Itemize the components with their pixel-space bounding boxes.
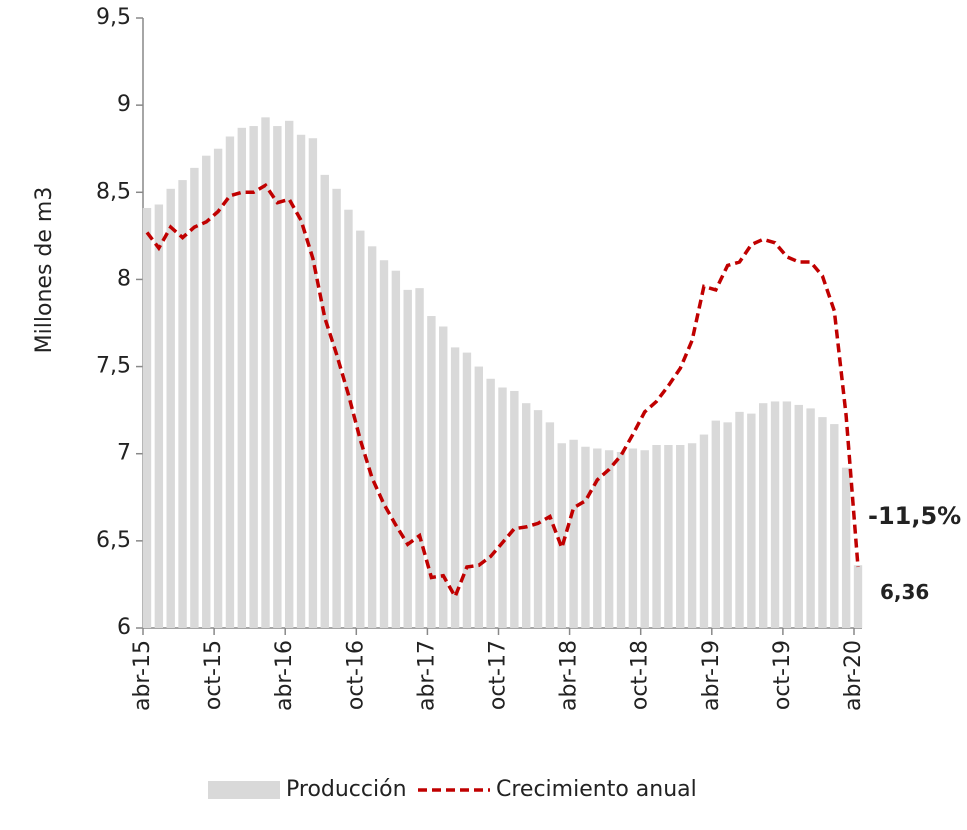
bar [237,127,246,629]
legend-label: Producción [286,777,407,802]
bar [225,136,235,628]
bar [652,445,661,628]
data-label: -11,5% [868,502,961,530]
bar [450,347,460,628]
bar [415,288,424,628]
bar [735,411,744,628]
x-tick-label: abr-16 [272,640,297,711]
bar [498,387,507,628]
bar [356,230,365,628]
bar [202,155,211,628]
x-tick-label: oct-19 [770,640,795,710]
bar [332,188,341,629]
legend-swatch [208,781,280,799]
bar [557,443,566,628]
x-tick-label: abr-19 [699,640,724,711]
data-label: 6,36 [880,580,929,604]
x-tick-label: oct-17 [486,640,511,710]
bar [533,410,543,628]
bar [308,138,318,628]
bar [853,565,863,628]
bar [403,289,412,628]
bar [806,408,815,628]
y-tick-label: 7,5 [96,354,131,379]
bar [367,246,377,629]
bar [770,401,780,628]
x-tick-label: oct-18 [628,640,653,710]
bar [640,450,649,628]
bar [391,270,401,628]
bar [154,204,164,628]
y-tick-label: 9,5 [96,5,131,30]
bar [782,401,792,628]
bar [213,148,223,628]
bar [676,445,685,628]
bar [747,413,756,628]
bar [486,378,495,628]
x-tick-label: oct-16 [343,640,368,710]
bar [699,434,709,628]
bar [510,390,519,628]
y-tick-label: 8,5 [96,179,131,204]
bar [604,450,614,628]
bar [664,445,673,628]
bar [379,260,389,628]
bar [616,451,626,628]
bar [285,120,294,628]
bar [439,326,448,628]
bar [841,467,851,628]
bar [166,188,175,629]
bar [818,417,827,628]
y-tick-label: 9 [117,92,131,117]
bar [711,420,720,628]
bar [296,134,306,628]
bar [830,424,839,628]
line [145,182,860,601]
bar [474,366,483,628]
bar [759,403,768,628]
y-tick-label: 7 [117,441,131,466]
y-tick-label: 6,5 [96,528,131,553]
legend-label: Crecimiento anual [496,777,697,802]
x-tick-label: abr-18 [557,640,582,711]
x-tick-label: abr-17 [414,640,439,711]
bar [581,446,590,628]
x-tick-label: abr-15 [130,640,155,711]
bar [628,448,638,628]
bar [427,316,436,628]
bar [593,448,602,628]
bar [794,404,803,628]
bar [178,180,187,629]
bar [522,403,531,628]
bar [249,126,258,629]
y-axis-label: Millones de m3 [32,187,57,354]
x-tick-label: oct-15 [201,640,226,710]
bar [273,126,282,629]
y-tick-label: 6 [117,615,131,640]
bar [320,174,329,628]
bar [190,167,199,628]
bar [569,439,578,628]
bar [723,422,732,628]
bar [261,117,270,628]
x-tick-label: abr-20 [841,640,866,711]
y-tick-label: 8 [117,266,131,291]
bar [344,209,353,628]
bar [687,443,697,628]
bar [142,207,152,628]
bar [462,352,472,628]
bar [545,422,555,628]
